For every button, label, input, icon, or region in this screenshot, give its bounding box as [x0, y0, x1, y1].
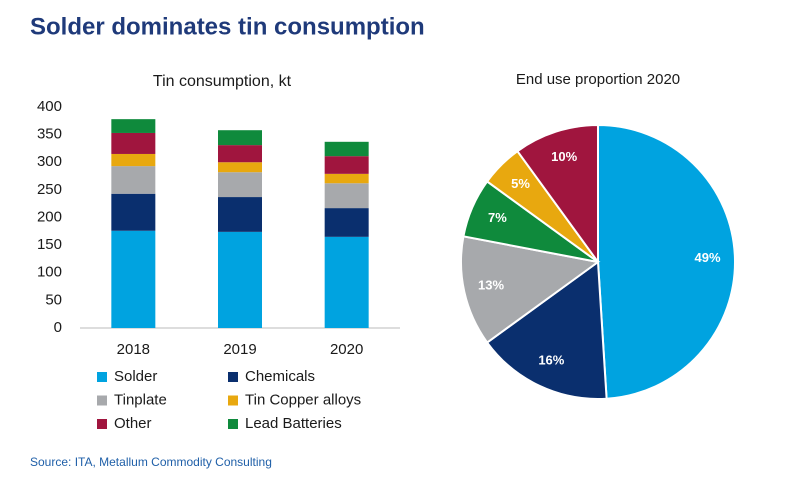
slice-label: 49% — [695, 250, 721, 265]
legend-label: Lead Batteries — [245, 415, 342, 432]
bar-segment — [218, 172, 262, 198]
bar-segment — [111, 119, 156, 133]
bar-segment — [111, 153, 156, 167]
bar-segment — [218, 162, 262, 173]
legend-label: Tinplate — [114, 391, 167, 408]
pie-slice — [516, 123, 599, 266]
bar-segment — [111, 166, 156, 194]
bar-segment — [324, 156, 369, 174]
source-note: Source: ITA, Metallum Commodity Consulti… — [30, 455, 272, 469]
legend-swatch — [228, 372, 238, 382]
bar-segment — [324, 173, 369, 184]
bar-segment — [324, 236, 369, 328]
bar-segment — [324, 183, 369, 209]
slice-label: 16% — [538, 353, 564, 368]
legend-label: Solder — [114, 368, 157, 385]
x-tick-label: 2020 — [330, 341, 363, 358]
y-tick-label: 400 — [37, 98, 62, 115]
legend-swatch — [228, 395, 238, 406]
slice-label: 13% — [478, 277, 504, 292]
legend-swatch — [228, 419, 238, 429]
bar-segment — [218, 130, 262, 146]
x-tick-label: 2019 — [223, 341, 256, 358]
chart-title: Tin consumption, kt — [153, 73, 292, 90]
page-title: Solder dominates tin consumption — [30, 13, 425, 40]
x-tick-label: 2018 — [117, 341, 150, 358]
bar-segment — [218, 197, 262, 232]
y-tick-label: 0 — [54, 319, 62, 336]
slice-label: 7% — [488, 210, 507, 225]
bar-segment — [111, 230, 156, 328]
pie-slice — [597, 123, 736, 400]
y-tick-label: 300 — [37, 153, 62, 170]
y-tick-label: 100 — [37, 264, 62, 281]
y-tick-label: 150 — [37, 236, 62, 253]
legend-label: Tin Copper alloys — [245, 391, 361, 408]
pie-slice — [485, 260, 608, 400]
bar-segment — [111, 193, 156, 231]
chart-title: End use proportion 2020 — [516, 71, 680, 88]
legend-swatch — [97, 372, 107, 382]
y-tick-label: 50 — [45, 291, 62, 308]
bar-segment — [324, 208, 369, 237]
bar-segment — [111, 132, 156, 154]
pie-slice — [460, 235, 601, 344]
bar-segment — [324, 141, 369, 157]
slice-label: 5% — [511, 176, 530, 191]
legend-label: Other — [114, 415, 152, 432]
bar-segment — [218, 145, 262, 163]
y-tick-label: 350 — [37, 126, 62, 143]
legend-swatch — [97, 419, 107, 429]
y-tick-label: 200 — [37, 208, 62, 225]
bar-segment — [218, 231, 262, 328]
slice-label: 10% — [551, 149, 577, 164]
y-tick-label: 250 — [37, 181, 62, 198]
legend-label: Chemicals — [245, 368, 315, 385]
legend-swatch — [97, 395, 107, 406]
